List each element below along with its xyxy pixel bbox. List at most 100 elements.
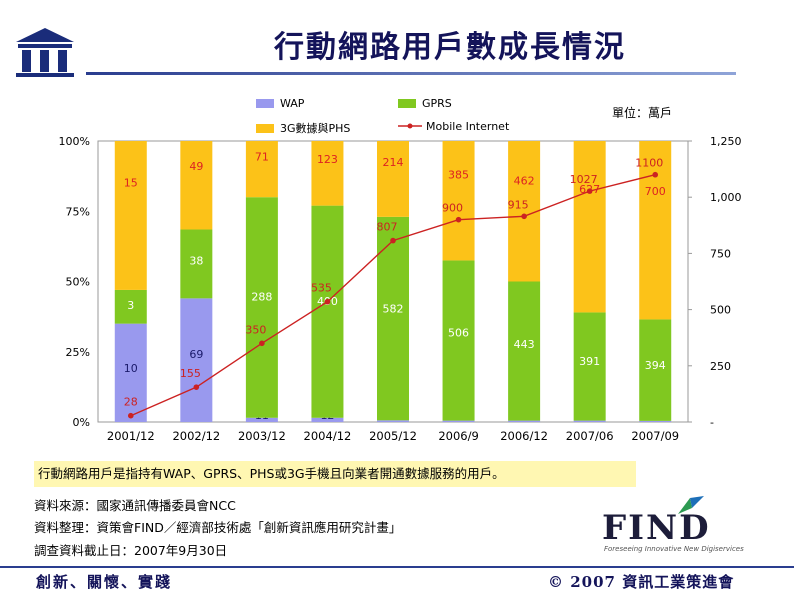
bar-data-label-gprs: 391: [579, 355, 600, 368]
y-left-tick-label: 0%: [73, 416, 90, 429]
mobile-internet-data-label: 1027: [570, 173, 598, 186]
bar-data-label-phs3g: 123: [317, 153, 338, 166]
bar-data-label-gprs: 506: [448, 327, 469, 340]
x-tick-label: 2005/12: [369, 429, 417, 443]
bar-segment-gprs: [442, 260, 475, 421]
x-tick-label: 2007/09: [631, 429, 679, 443]
bar-segment-phs3g: [377, 141, 409, 217]
x-tick-label: 2007/06: [566, 429, 614, 443]
bar-data-label-phs3g: 385: [448, 168, 469, 181]
y-right-tick-label: 500: [710, 304, 731, 317]
bar-segment-gprs: [639, 319, 672, 421]
x-tick-label: 2004/12: [304, 429, 352, 443]
bar-segment-phs3g: [508, 141, 541, 282]
bar-data-label-phs3g: 71: [255, 151, 269, 164]
y-right-tick-label: 1,000: [710, 191, 742, 204]
y-left-tick-label: 100%: [59, 135, 90, 148]
page-title: 行動網路用戶數成長情況: [274, 30, 626, 65]
bar-segment-gprs: [311, 205, 344, 418]
mobile-internet-point: [652, 171, 659, 178]
bar-data-label-gprs: 38: [189, 254, 203, 267]
legend-label-wap: WAP: [280, 97, 305, 110]
x-tick-label: 2006/12: [500, 429, 548, 443]
unit-label: 單位：萬戶: [612, 106, 673, 120]
bar-segment-wap: [180, 298, 213, 422]
bar-data-label-wap: 69: [189, 348, 203, 361]
legend-item-wap: WAP: [256, 97, 304, 110]
bar-data-label-gprs: 443: [514, 338, 535, 351]
mobile-internet-point: [127, 412, 134, 419]
mobile-internet-data-label: 900: [442, 202, 463, 215]
y-left-tick-label: 75%: [66, 205, 90, 218]
mobile-internet-point: [324, 298, 331, 305]
bar-data-label-wap: 10: [124, 362, 138, 375]
mobile-internet-data-label: 28: [124, 396, 138, 409]
bar-segment-phs3g: [573, 141, 606, 313]
definition-note: 行動網路用戶是指持有WAP、GPRS、PHS或3G手機且向業者開通數據服務的用戶…: [34, 461, 636, 487]
legend-swatch-wap: [256, 99, 274, 108]
bar-segment-wap: [311, 417, 344, 422]
bar-segment-wap: [573, 420, 606, 422]
mobile-internet-data-label: 350: [245, 323, 266, 336]
y-right-tick-label: 250: [710, 360, 731, 373]
mobile-internet-point: [390, 237, 396, 244]
bar-segment-gprs: [114, 289, 147, 324]
bar-data-label-gprs: 394: [645, 359, 666, 372]
bar-segment-wap: [245, 417, 278, 422]
legend-swatch-gprs: [398, 99, 416, 108]
x-tick-label: 2002/12: [172, 429, 220, 443]
bar-segment-phs3g: [245, 141, 278, 198]
bar-data-label-gprs: 582: [383, 302, 404, 315]
bar-data-label-phs3g: 700: [645, 185, 666, 198]
legend-label-gprs: GPRS: [422, 97, 452, 110]
legend-label-phs3g: 3G數據與PHS: [280, 122, 351, 135]
source-line-1: 資料來源：國家通訊傳播委員會NCC: [34, 498, 236, 513]
mobile-internet-data-label: 807: [377, 221, 398, 234]
stacked-bar-chart: 0% 25% 50% 75% 100% - 250 500 750 1,000 1,250 10 3 15…: [59, 135, 742, 443]
y-right-tick-label: 1,250: [710, 135, 742, 148]
bar-segment-wap: [377, 420, 409, 422]
x-tick-label: 2001/12: [107, 429, 155, 443]
mobile-internet-point: [193, 384, 200, 390]
bar-segment-phs3g: [180, 141, 213, 230]
y-left-tick-label: 25%: [66, 346, 90, 359]
find-logo-graphic-icon: [678, 496, 704, 514]
bar-segment-wap: [442, 420, 475, 422]
bar-segment-wap: [114, 323, 147, 422]
find-logo-tagline: Foreseeing Innovative New Digiservices: [604, 545, 744, 553]
x-tick-label: 2006/9: [438, 429, 478, 443]
y-right-tick-label: 750: [710, 247, 731, 260]
legend-item-mobile-internet: Mobile Internet: [398, 120, 509, 133]
mobile-internet-point: [259, 340, 265, 347]
bar-segment-gprs: [377, 216, 409, 421]
title-divider: [86, 72, 736, 75]
source-line-3: 調查資料截止日：2007年9月30日: [34, 543, 228, 558]
legend-swatch-phs3g: [256, 124, 274, 133]
footer-slogan: 創新、關懷、實踐: [36, 573, 173, 591]
mobile-internet-data-label: 1100: [635, 157, 663, 170]
bar-data-label-gprs: 3: [127, 299, 134, 312]
bar-segment-gprs: [180, 229, 213, 299]
find-logo-text: FIND: [602, 508, 711, 548]
mobile-internet-point: [521, 213, 527, 220]
bar-segment-wap: [639, 420, 672, 422]
logo-columns-icon: [16, 28, 74, 77]
bar-segment-gprs: [508, 281, 541, 421]
source-line-2: 資料整理：資策會FIND／經濟部技術處「創新資訊應用研究計畫」: [34, 520, 402, 535]
legend-swatch-line: [398, 123, 422, 129]
legend-label-mobile-internet: Mobile Internet: [426, 120, 510, 133]
legend-item-phs3g: 3G數據與PHS: [256, 120, 350, 136]
bar-segment-phs3g: [639, 141, 672, 320]
bar-segment-phs3g: [311, 141, 344, 206]
mobile-internet-data-label: 915: [508, 198, 529, 211]
x-tick-label: 2003/12: [238, 429, 286, 443]
footer-copyright: © 2007 資訊工業策進會: [548, 573, 735, 591]
bar-data-label-phs3g: 49: [189, 160, 203, 173]
legend-item-gprs: GPRS: [398, 97, 452, 110]
bar-segment-phs3g: [114, 141, 147, 290]
mobile-internet-point: [455, 216, 462, 223]
bar-segment-gprs: [245, 197, 278, 418]
bar-data-label-gprs: 288: [251, 290, 272, 303]
bar-data-label-phs3g: 15: [124, 177, 138, 190]
footer-divider: [0, 566, 794, 568]
